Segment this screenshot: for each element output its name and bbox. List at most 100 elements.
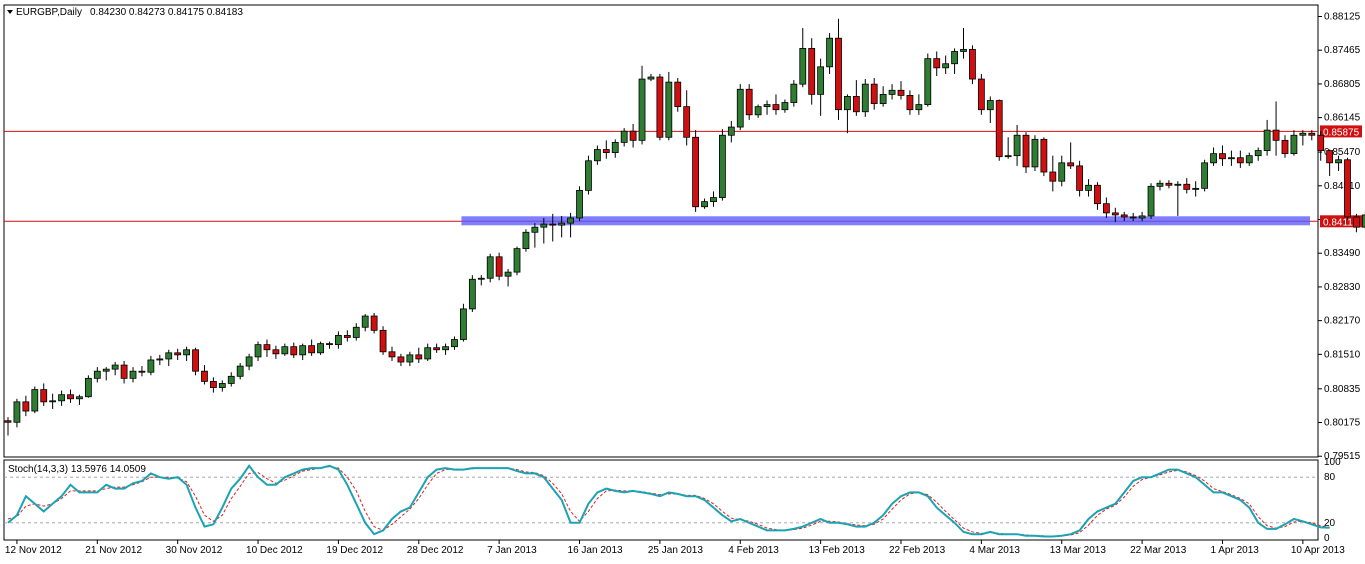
candle-body bbox=[31, 389, 39, 412]
candle-body bbox=[790, 83, 798, 103]
candle-body bbox=[254, 344, 262, 358]
price-tick-label: 0.83490 bbox=[1324, 248, 1361, 259]
candle-body bbox=[1129, 216, 1137, 219]
candle-body bbox=[531, 226, 539, 233]
candle-body bbox=[1031, 138, 1039, 168]
candle-body bbox=[602, 149, 610, 154]
candle-body bbox=[1165, 182, 1173, 186]
price-label-box bbox=[1320, 215, 1362, 228]
candle-body bbox=[49, 400, 57, 403]
time-tick-label: 22 Feb 2013 bbox=[889, 545, 946, 556]
time-tick-label: 12 Nov 2012 bbox=[5, 545, 62, 556]
time-tick-label: 4 Mar 2013 bbox=[969, 545, 1020, 556]
candle-body bbox=[165, 352, 173, 360]
candle-body bbox=[754, 106, 762, 116]
candle-body bbox=[674, 81, 682, 108]
candle-body bbox=[22, 401, 30, 412]
candle-body bbox=[120, 364, 128, 379]
price-tick-label: 0.87465 bbox=[1324, 45, 1361, 56]
candle-body bbox=[460, 308, 467, 340]
price-tick-label: 0.88125 bbox=[1324, 11, 1361, 22]
candle-body bbox=[397, 356, 405, 363]
price-tick-label: 0.86805 bbox=[1324, 79, 1361, 90]
candle-body bbox=[1361, 214, 1365, 228]
candle-body bbox=[942, 63, 950, 69]
candle-body bbox=[370, 315, 378, 331]
candle-body bbox=[629, 130, 637, 141]
candle-body bbox=[683, 106, 691, 138]
candle-body bbox=[1317, 134, 1325, 151]
time-axis: 12 Nov 2012 21 Nov 2012 30 Nov 2012 10 Dec … bbox=[5, 540, 1345, 556]
ohlc-readout: 0.84230 0.84273 0.84175 0.84183 bbox=[90, 7, 243, 18]
stoch-tick-label: 0 bbox=[1324, 533, 1330, 544]
candle-body bbox=[727, 126, 735, 136]
candle-body bbox=[1326, 150, 1334, 164]
candle-body bbox=[701, 201, 708, 208]
stoch-tick-label: 20 bbox=[1324, 518, 1336, 529]
time-tick-label: 19 Dec 2012 bbox=[326, 545, 383, 556]
candle-body bbox=[1245, 155, 1253, 164]
candle-body bbox=[969, 49, 976, 80]
candle-body bbox=[156, 358, 164, 361]
candle-body bbox=[406, 354, 414, 363]
candle-body bbox=[290, 346, 298, 356]
candle-body bbox=[995, 100, 1003, 158]
candle-body bbox=[1353, 216, 1360, 228]
candle-body bbox=[1263, 129, 1271, 151]
candle-body bbox=[799, 48, 807, 85]
candle-body bbox=[495, 256, 503, 277]
candle-body bbox=[236, 365, 244, 377]
candle-body bbox=[977, 78, 985, 111]
candle-body bbox=[1228, 157, 1235, 160]
candle-body bbox=[861, 83, 869, 113]
candle-body bbox=[844, 96, 851, 111]
candle-body bbox=[477, 277, 485, 280]
price-label-box bbox=[1320, 125, 1362, 138]
candle-body bbox=[1192, 187, 1200, 190]
collapse-triangle-icon[interactable] bbox=[7, 10, 13, 14]
candle-body bbox=[93, 370, 101, 379]
symbol-label: EURGBP,Daily bbox=[16, 7, 82, 18]
candle-body bbox=[343, 335, 351, 338]
price-tick-label: 0.81510 bbox=[1324, 349, 1361, 360]
candle-body bbox=[540, 223, 548, 228]
time-tick-label: 1 Apr 2013 bbox=[1210, 545, 1259, 556]
candle-body bbox=[1094, 184, 1101, 205]
candle-body bbox=[4, 420, 12, 423]
candle-body bbox=[763, 104, 771, 108]
candle-body bbox=[897, 89, 905, 96]
chart-header: EURGBP,Daily 0.84230 0.84273 0.84175 0.8… bbox=[7, 7, 243, 18]
candle-body bbox=[227, 375, 235, 384]
candle-body bbox=[817, 66, 825, 95]
candle-body bbox=[513, 248, 521, 273]
candle-body bbox=[245, 356, 253, 367]
candle-body bbox=[1335, 159, 1342, 164]
time-tick-label: 13 Feb 2013 bbox=[809, 545, 866, 556]
price-tick-label: 0.82170 bbox=[1324, 316, 1361, 327]
candle-body bbox=[147, 359, 155, 373]
price-tick-label: 0.79515 bbox=[1324, 451, 1361, 462]
candle-body bbox=[1219, 153, 1226, 160]
candle-body bbox=[736, 88, 744, 128]
candle-body bbox=[129, 370, 137, 379]
candle-body bbox=[1272, 129, 1280, 141]
price-tick-label: 0.82830 bbox=[1324, 282, 1361, 293]
candle-body bbox=[888, 89, 896, 95]
candle-body bbox=[1120, 214, 1128, 218]
candle-body bbox=[1147, 185, 1155, 217]
candle-body bbox=[1067, 162, 1075, 167]
candle-body bbox=[486, 256, 494, 279]
candle-body bbox=[1102, 203, 1110, 214]
candle-body bbox=[361, 315, 369, 328]
stoch-title: Stoch(14,3,3) 13.5976 14.0509 bbox=[8, 464, 146, 475]
candle-body bbox=[209, 381, 217, 388]
candle-body bbox=[567, 217, 574, 224]
time-tick-label: 4 Feb 2013 bbox=[728, 545, 779, 556]
candle-body bbox=[1076, 165, 1083, 191]
price-tick-label: 0.80175 bbox=[1324, 418, 1361, 429]
candle-body bbox=[933, 58, 941, 69]
candle-body bbox=[522, 231, 530, 250]
stoch-tick-label: 100 bbox=[1324, 457, 1341, 468]
stoch-panel-frame bbox=[3, 459, 1319, 541]
candle-body bbox=[1201, 162, 1209, 189]
